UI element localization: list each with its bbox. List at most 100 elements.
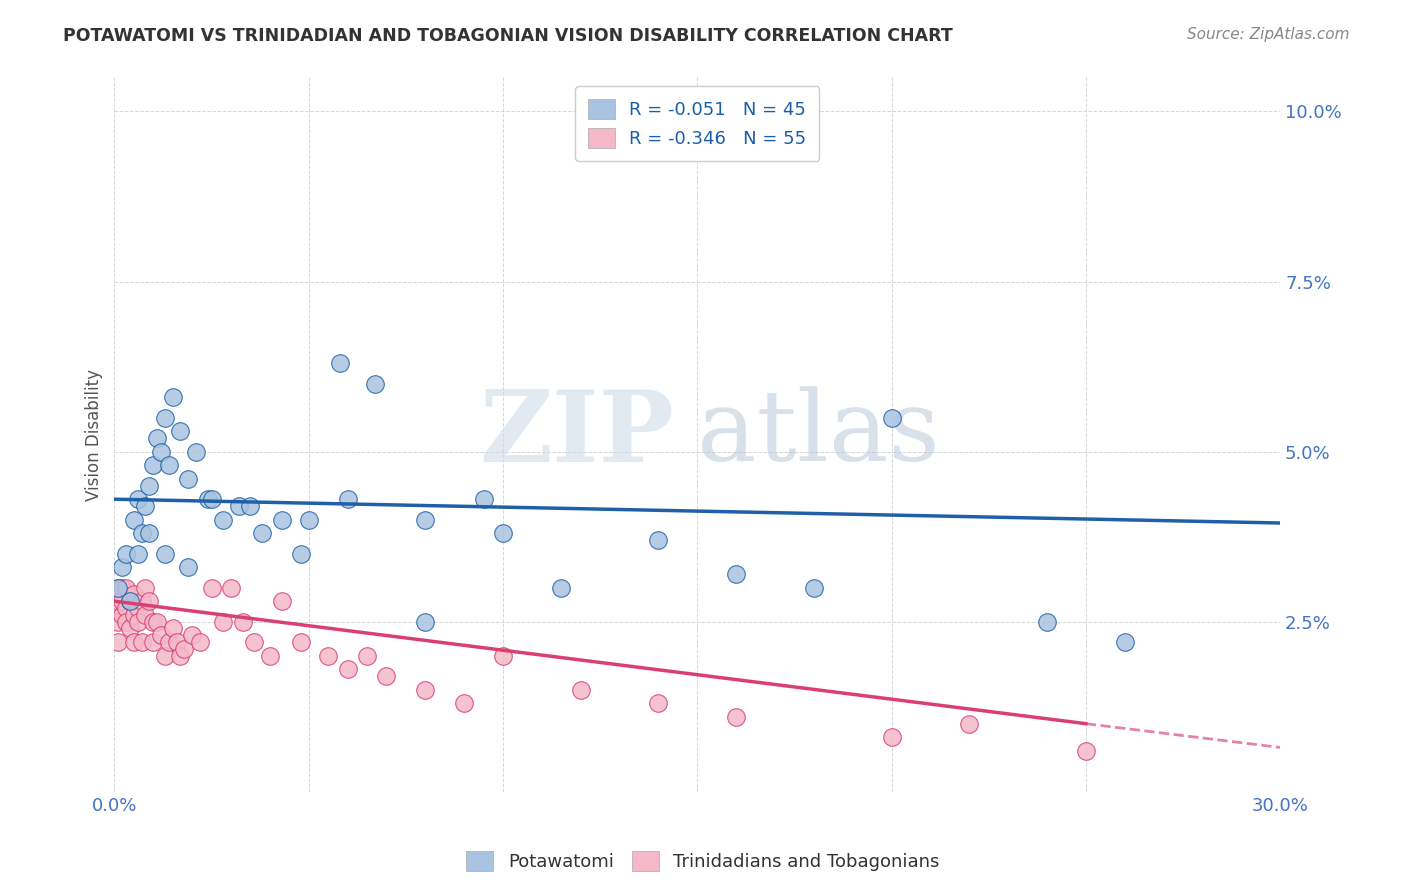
Point [329, 356, 352, 370]
Point [1074, 744, 1097, 758]
Point [138, 526, 160, 541]
Point [375, 669, 398, 683]
Point [232, 615, 254, 629]
Point [111, 594, 134, 608]
Point [219, 581, 242, 595]
Point [492, 526, 515, 541]
Point [162, 390, 184, 404]
Point [115, 615, 138, 629]
Point [173, 641, 195, 656]
Point [356, 648, 378, 663]
Point [107, 635, 129, 649]
Point [290, 547, 312, 561]
Point [157, 458, 180, 473]
Point [134, 607, 156, 622]
Point [188, 635, 211, 649]
Point [364, 376, 387, 391]
Point [492, 648, 515, 663]
Point [270, 513, 292, 527]
Point [1114, 635, 1136, 649]
Text: Source: ZipAtlas.com: Source: ZipAtlas.com [1187, 27, 1350, 42]
Point [111, 581, 134, 595]
Point [107, 581, 129, 595]
Point [725, 710, 748, 724]
Point [107, 581, 129, 595]
Point [336, 662, 359, 676]
Text: atlas: atlas [697, 386, 941, 483]
Point [270, 594, 292, 608]
Y-axis label: Vision Disability: Vision Disability [86, 368, 103, 500]
Text: POTAWATOMI VS TRINIDADIAN AND TOBAGONIAN VISION DISABILITY CORRELATION CHART: POTAWATOMI VS TRINIDADIAN AND TOBAGONIAN… [63, 27, 953, 45]
Point [239, 499, 262, 513]
Point [298, 513, 321, 527]
Point [169, 424, 191, 438]
Point [153, 547, 176, 561]
Point [115, 581, 138, 595]
Point [181, 628, 204, 642]
Point [197, 492, 219, 507]
Point [153, 648, 176, 663]
Point [142, 635, 165, 649]
Point [316, 648, 339, 663]
Point [569, 682, 592, 697]
Point [111, 560, 134, 574]
Legend: Potawatomi, Trinidadians and Tobagonians: Potawatomi, Trinidadians and Tobagonians [460, 844, 946, 879]
Point [453, 696, 475, 710]
Point [166, 635, 188, 649]
Point [413, 682, 436, 697]
Point [134, 499, 156, 513]
Point [413, 615, 436, 629]
Point [138, 594, 160, 608]
Point [228, 499, 250, 513]
Point [131, 526, 153, 541]
Legend: R = -0.051   N = 45, R = -0.346   N = 55: R = -0.051 N = 45, R = -0.346 N = 55 [575, 87, 820, 161]
Point [212, 615, 235, 629]
Point [142, 458, 165, 473]
Point [122, 635, 145, 649]
Text: ZIP: ZIP [479, 386, 673, 483]
Point [184, 444, 207, 458]
Point [118, 594, 141, 608]
Point [212, 513, 235, 527]
Point [122, 587, 145, 601]
Point [177, 560, 200, 574]
Point [336, 492, 359, 507]
Point [118, 622, 141, 636]
Point [472, 492, 495, 507]
Point [243, 635, 266, 649]
Point [550, 581, 572, 595]
Point [803, 581, 825, 595]
Point [107, 615, 129, 629]
Point [250, 526, 273, 541]
Point [127, 615, 149, 629]
Point [150, 444, 173, 458]
Point [150, 628, 173, 642]
Point [725, 567, 748, 582]
Point [115, 547, 138, 561]
Point [169, 648, 191, 663]
Point [142, 615, 165, 629]
Point [146, 431, 169, 445]
Point [177, 472, 200, 486]
Point [146, 615, 169, 629]
Point [131, 594, 153, 608]
Point [138, 478, 160, 492]
Point [118, 594, 141, 608]
Point [1036, 615, 1059, 629]
Point [290, 635, 312, 649]
Point [259, 648, 281, 663]
Point [200, 581, 222, 595]
Point [122, 513, 145, 527]
Point [200, 492, 222, 507]
Point [107, 594, 129, 608]
Point [127, 492, 149, 507]
Point [131, 635, 153, 649]
Point [880, 731, 903, 745]
Point [111, 607, 134, 622]
Point [647, 533, 669, 547]
Point [413, 513, 436, 527]
Point [127, 547, 149, 561]
Point [647, 696, 669, 710]
Point [157, 635, 180, 649]
Point [122, 607, 145, 622]
